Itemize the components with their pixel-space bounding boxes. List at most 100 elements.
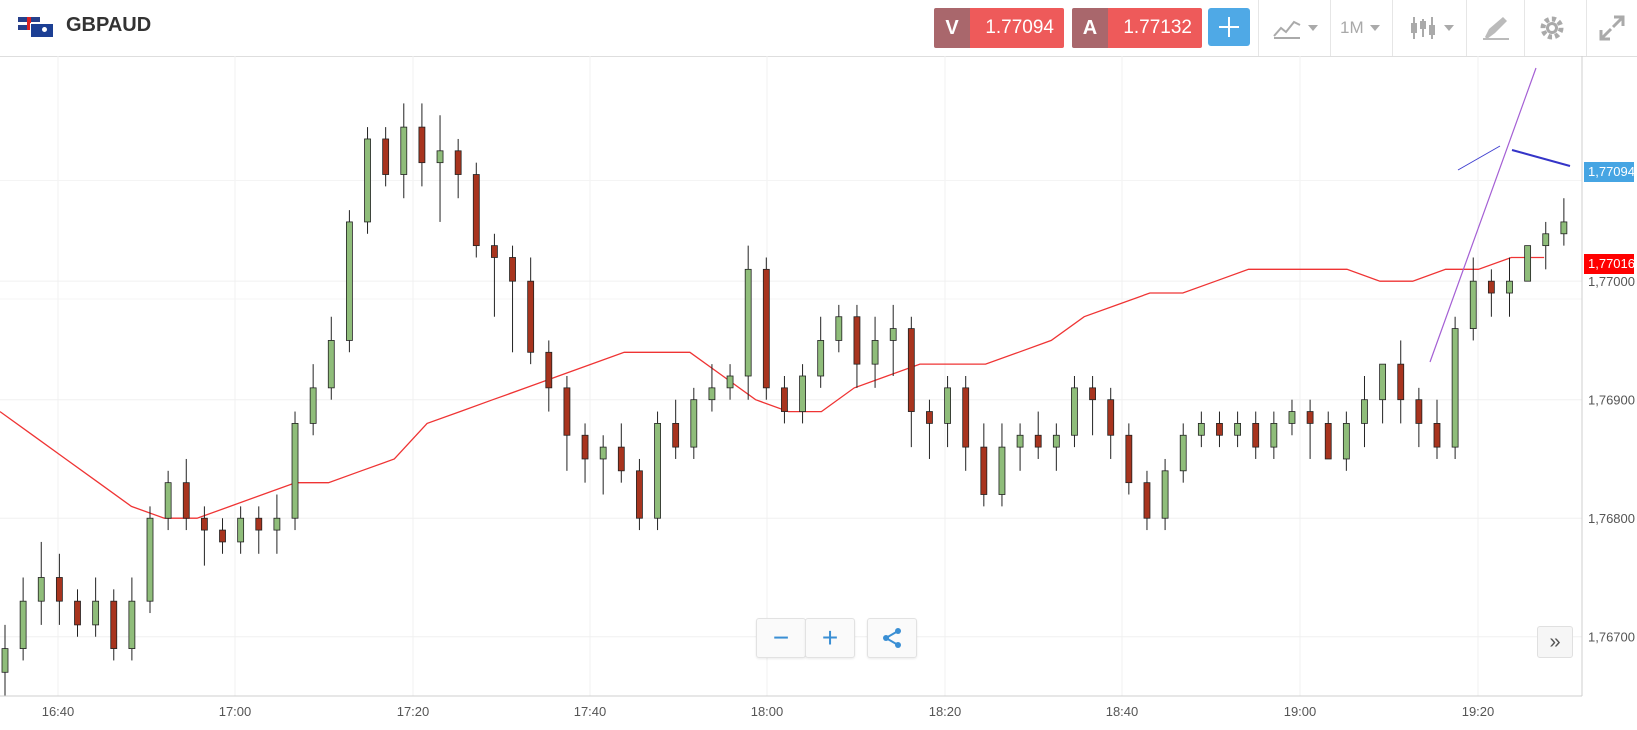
candle-body [472, 174, 480, 247]
candle-body [1324, 423, 1332, 460]
candle-body [781, 387, 788, 412]
candle-body [853, 316, 861, 365]
candle-body [636, 470, 643, 519]
short-line-drawing[interactable] [1457, 145, 1501, 171]
candle-body [545, 351, 553, 389]
candle-body [1234, 423, 1241, 436]
candle-body [327, 340, 335, 389]
chevron-down-icon [1308, 25, 1318, 31]
candle-body [962, 387, 970, 448]
line-chart-button[interactable] [1272, 14, 1318, 42]
buy-price: 1.77132 [1108, 8, 1202, 48]
candle-body [491, 245, 498, 258]
candle-body [1469, 280, 1477, 329]
candlestick-icon [1411, 17, 1435, 39]
fullscreen-button[interactable] [1598, 14, 1626, 42]
settings-button[interactable] [1538, 14, 1566, 42]
candle-body [1415, 399, 1423, 424]
chart-toolbar: GBPAUD V 1.77094 A 1.77132 1M [0, 0, 1637, 57]
x-tick-label: 17:20 [397, 704, 430, 719]
line-chart-icon [1273, 20, 1301, 39]
candle-body [1342, 423, 1350, 460]
candle-body [690, 399, 698, 448]
symbol-header[interactable]: GBPAUD [18, 14, 152, 38]
trendline-drawing[interactable] [1429, 67, 1537, 363]
candle-body [980, 446, 988, 495]
y-tick-label: 1,76700 [1588, 630, 1635, 645]
candle-body [817, 340, 825, 377]
candle-body [1451, 328, 1459, 448]
buy-button[interactable]: A 1.77132 [1072, 8, 1202, 48]
candlestick-chart[interactable]: 16:40 17:00 17:20 17:40 18:00 18:20 18:40 19:00… [0, 56, 1637, 730]
candle-body [1197, 423, 1205, 436]
candle-body [92, 600, 100, 626]
candle-body [1288, 411, 1296, 424]
candle-body [1270, 423, 1278, 448]
candle-body [617, 446, 625, 472]
candle-body [1161, 470, 1169, 519]
candle-body [74, 600, 81, 626]
candle-body [255, 517, 263, 531]
candle-body [364, 138, 371, 223]
timeframe-select[interactable]: 1M [1340, 14, 1380, 42]
short-line-drawing[interactable] [1511, 149, 1571, 167]
candle-body [1252, 423, 1260, 448]
zoom-out-button[interactable]: − [756, 618, 806, 658]
candle-body [164, 482, 172, 519]
candle-body [563, 387, 571, 436]
candle-body [128, 600, 136, 649]
candle-body [1034, 434, 1042, 448]
sell-price: 1.77094 [970, 8, 1064, 48]
candle-body [1487, 280, 1495, 294]
moving-average-line [0, 256, 1545, 519]
candle-body [1433, 423, 1441, 448]
candle-body [1143, 482, 1151, 519]
candle-body [1216, 423, 1223, 436]
buy-letter: A [1072, 8, 1108, 48]
scroll-to-end-button[interactable]: » [1537, 626, 1573, 658]
candle-body [926, 411, 933, 424]
last-price-tag: 1,77094 [1584, 162, 1635, 182]
candle-body [1506, 280, 1513, 294]
candle-body [1306, 411, 1314, 424]
timeframe-label: 1M [1340, 18, 1364, 37]
x-tick-label: 18:20 [929, 704, 962, 719]
candle-body [1071, 387, 1078, 436]
candle-body [19, 600, 27, 649]
draw-tools-button[interactable] [1481, 14, 1511, 42]
candle-body [1179, 434, 1187, 472]
candle-body [799, 375, 806, 412]
symbol-name: GBPAUD [66, 14, 152, 36]
candle-body [762, 268, 770, 389]
x-tick-label: 18:00 [751, 704, 784, 719]
candle-body [1107, 399, 1115, 436]
candle-body [309, 387, 317, 424]
x-tick-label: 17:00 [219, 704, 252, 719]
gear-icon [1540, 16, 1564, 40]
zoom-in-button[interactable]: + [805, 618, 855, 658]
x-tick-label: 19:00 [1284, 704, 1317, 719]
candle-body [291, 423, 299, 519]
candle-body [944, 387, 951, 424]
candle-body [273, 517, 281, 531]
candle-body [998, 446, 1006, 495]
candle-body [1524, 245, 1532, 282]
chart-type-select[interactable] [1408, 14, 1454, 42]
candle-body [182, 482, 190, 519]
candle-body [1361, 399, 1368, 424]
candle-body [744, 268, 752, 377]
candle-body [1, 648, 9, 673]
sell-letter: V [934, 8, 970, 48]
candle-body [382, 138, 390, 175]
x-tick-label: 19:20 [1462, 704, 1495, 719]
candle-body [418, 126, 426, 164]
sell-button[interactable]: V 1.77094 [934, 8, 1064, 48]
y-tick-label: 1,76900 [1588, 393, 1635, 408]
candle-body [708, 387, 716, 401]
share-icon [883, 628, 901, 648]
share-button[interactable] [867, 618, 917, 658]
crosshair-icon[interactable] [1208, 8, 1250, 46]
y-tick-label: 1,77000 [1588, 274, 1635, 289]
candle-body [581, 434, 589, 460]
candle-body [1052, 434, 1060, 448]
